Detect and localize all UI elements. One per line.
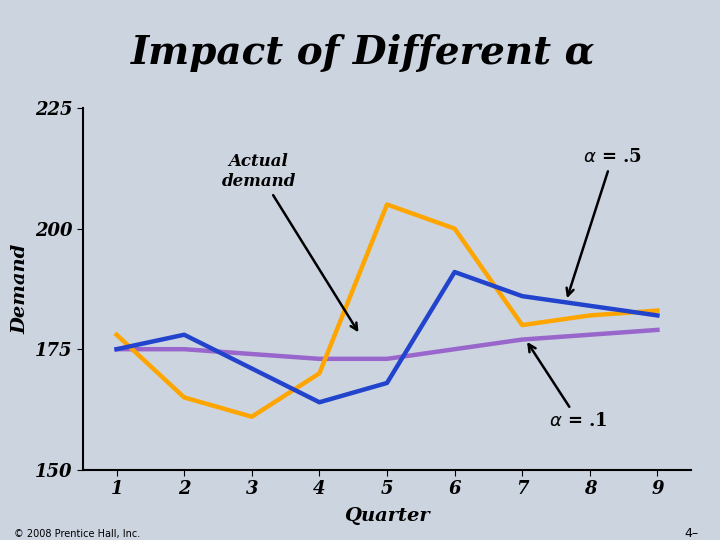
Text: Actual
demand: Actual demand [221,153,357,330]
Y-axis label: Demand: Demand [12,244,30,334]
Text: 4–: 4– [684,527,698,540]
Text: Impact of Different α: Impact of Different α [131,33,596,72]
Text: $\alpha$ = .5: $\alpha$ = .5 [567,148,642,296]
X-axis label: Quarter: Quarter [344,507,430,524]
Text: © 2008 Prentice Hall, Inc.: © 2008 Prentice Hall, Inc. [14,529,140,539]
Text: $\alpha$ = .1: $\alpha$ = .1 [528,344,608,430]
